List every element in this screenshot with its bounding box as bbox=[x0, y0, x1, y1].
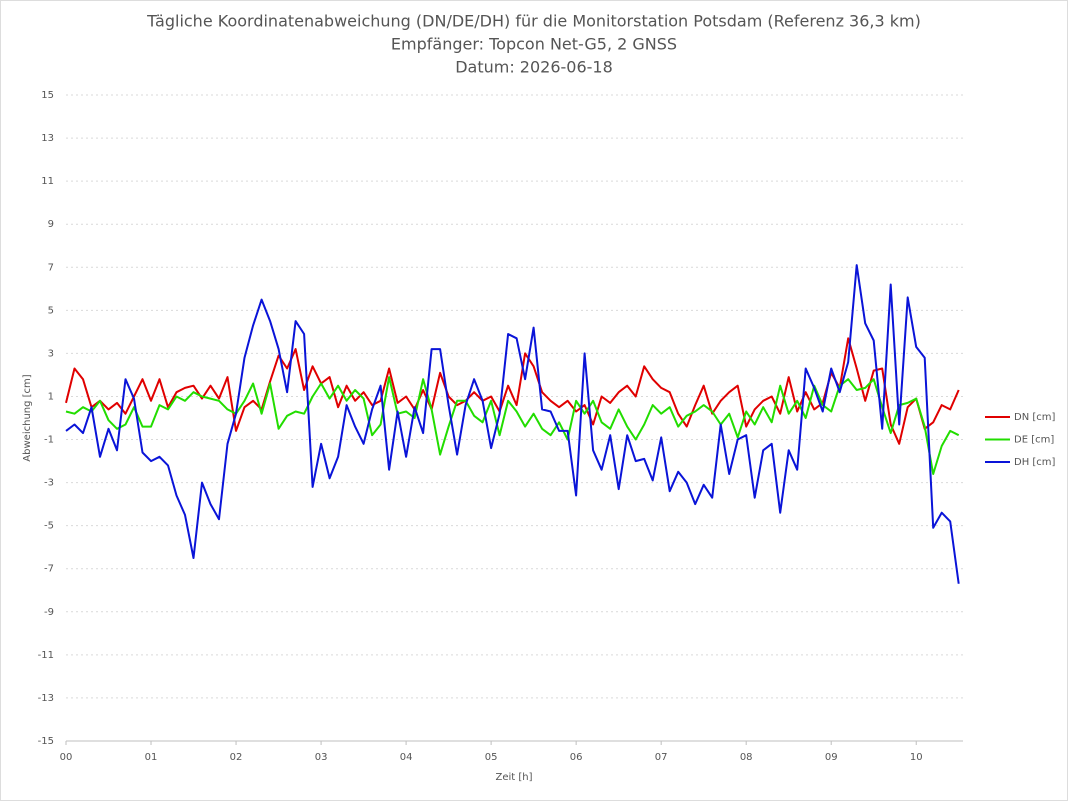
chart-subtitle: Empfänger: Topcon Net-G5, 2 GNSS bbox=[391, 35, 677, 54]
y-tick-label: -3 bbox=[44, 478, 54, 489]
series-line bbox=[65, 376, 960, 475]
y-tick-label: -1 bbox=[44, 435, 54, 446]
y-tick-label: 3 bbox=[48, 348, 54, 359]
y-tick-label: 15 bbox=[41, 90, 54, 101]
x-tick-label: 01 bbox=[145, 752, 158, 763]
y-tick-label: 5 bbox=[48, 305, 54, 316]
y-tick-label: -7 bbox=[44, 564, 54, 575]
x-tick-label: 06 bbox=[570, 752, 583, 763]
y-tick-label: 13 bbox=[41, 133, 54, 144]
series-line bbox=[65, 264, 960, 584]
y-tick-label: -13 bbox=[38, 693, 54, 704]
y-tick-label: 7 bbox=[48, 262, 54, 273]
y-tick-label: 1 bbox=[48, 391, 54, 402]
chart-title: Tägliche Koordinatenabweichung (DN/DE/DH… bbox=[146, 12, 921, 31]
x-tick-label: 07 bbox=[655, 752, 668, 763]
x-tick-label: 08 bbox=[740, 752, 753, 763]
y-tick-label: -15 bbox=[38, 736, 54, 747]
y-tick-label: -5 bbox=[44, 521, 54, 532]
y-axis-label: Abweichung [cm] bbox=[22, 374, 33, 461]
x-tick-label: 00 bbox=[60, 752, 73, 763]
y-tick-label: 11 bbox=[41, 176, 54, 187]
x-tick-label: 09 bbox=[825, 752, 838, 763]
x-tick-label: 10 bbox=[910, 752, 923, 763]
legend-label: DE [cm] bbox=[1014, 435, 1054, 446]
x-tick-label: 04 bbox=[400, 752, 413, 763]
legend-label: DN [cm] bbox=[1014, 412, 1056, 423]
x-axis-label: Zeit [h] bbox=[495, 772, 532, 783]
x-tick-label: 02 bbox=[230, 752, 243, 763]
x-tick-label: 05 bbox=[485, 752, 498, 763]
y-tick-label: 9 bbox=[48, 219, 54, 230]
chart-subtitle: Datum: 2026-06-18 bbox=[455, 58, 613, 77]
x-tick-label: 03 bbox=[315, 752, 328, 763]
y-tick-label: -9 bbox=[44, 607, 54, 618]
y-tick-label: -11 bbox=[38, 650, 54, 661]
legend-label: DH [cm] bbox=[1014, 457, 1056, 468]
